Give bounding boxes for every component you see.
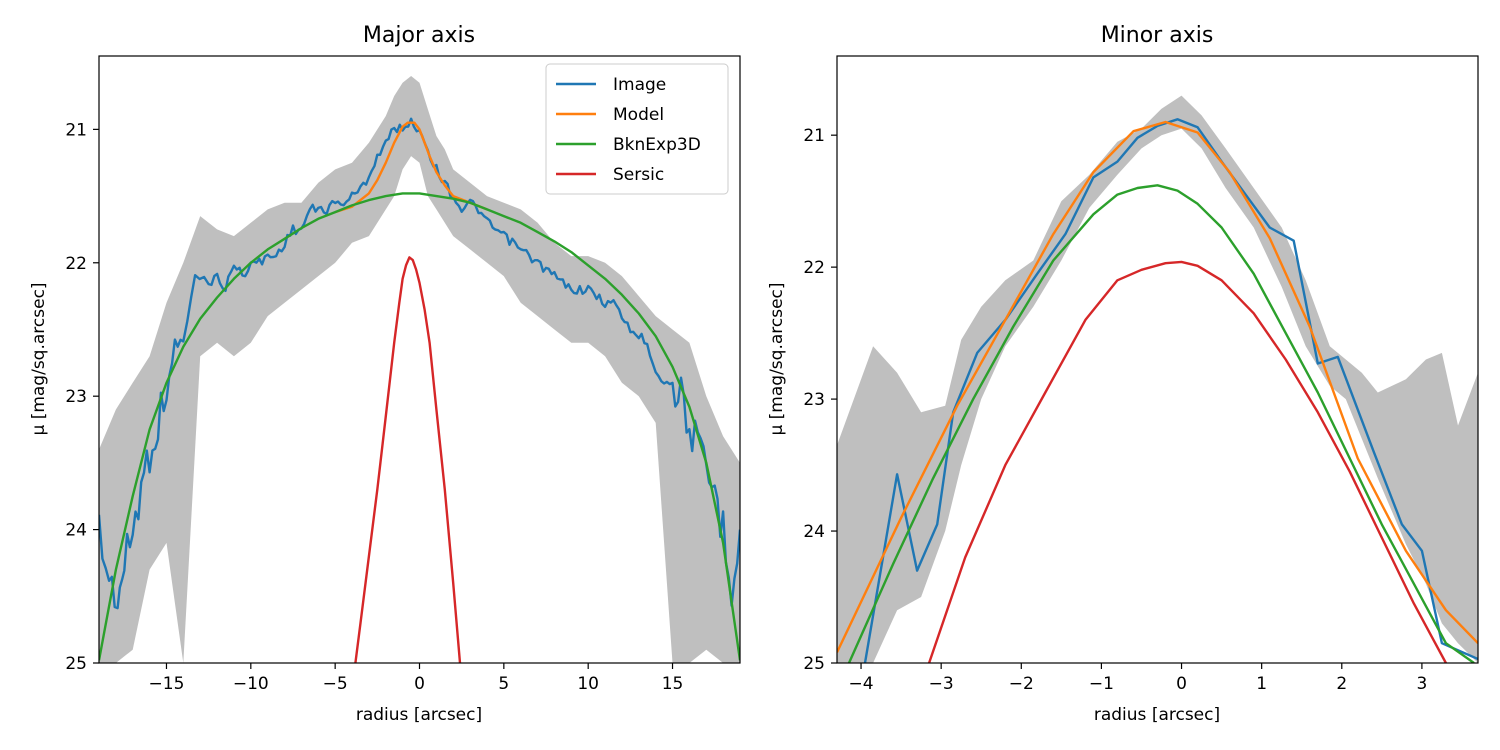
major-axis-x-ticks: −15 −10 −5 0 5 10 15 bbox=[149, 663, 684, 694]
minor-axis-x-tick-label: −3 bbox=[929, 674, 954, 694]
major-axis-x-tick-label: −5 bbox=[323, 674, 348, 694]
legend-label-model: Model bbox=[613, 105, 664, 125]
major-axis-y-tick-label: 22 bbox=[65, 254, 87, 274]
major-axis-y-tick-label: 23 bbox=[65, 387, 87, 407]
legend-box bbox=[545, 63, 729, 195]
major-axis-series bbox=[99, 117, 740, 663]
minor-axis-series-bknexp3d bbox=[847, 184, 1475, 663]
major-axis-x-tick-label: 15 bbox=[662, 674, 684, 694]
minor-axis-series bbox=[837, 118, 1478, 663]
minor-axis-x-tick-label: −1 bbox=[1089, 674, 1114, 694]
major-axis-x-label: radius [arcsec] bbox=[356, 705, 482, 725]
major-axis-y-label: μ [mag/sq.arcsec] bbox=[29, 282, 49, 435]
major-axis-x-tick-label: 0 bbox=[414, 674, 425, 694]
minor-axis-y-tick-label: 24 bbox=[803, 522, 825, 542]
minor-axis-y-tick-label: 25 bbox=[803, 654, 825, 674]
major-axis-y-tick-label: 24 bbox=[65, 521, 87, 541]
major-axis-y-tick-label: 25 bbox=[65, 654, 87, 674]
minor-axis-y-tick-label: 22 bbox=[803, 258, 825, 278]
major-axis-panel: −15 −10 −5 0 5 10 15 21 22 23 24 25 Major axis rad… bbox=[29, 23, 741, 725]
major-axis-x-tick-label: −10 bbox=[233, 674, 269, 694]
major-axis-uncertainty-band bbox=[99, 76, 740, 663]
minor-axis-x-tick-label: 0 bbox=[1176, 674, 1187, 694]
minor-axis-frame bbox=[836, 55, 1479, 664]
minor-axis-series-model bbox=[837, 120, 1478, 653]
minor-axis-error-band bbox=[837, 95, 1478, 663]
minor-axis-series-sersic bbox=[927, 260, 1447, 663]
minor-axis-x-label: radius [arcsec] bbox=[1094, 705, 1220, 725]
legend-label-image: Image bbox=[613, 75, 666, 95]
major-axis-series-model bbox=[334, 121, 488, 214]
minor-axis-x-tick-label: −4 bbox=[849, 674, 874, 694]
minor-axis-x-tick-label: 1 bbox=[1256, 674, 1267, 694]
legend-label-sersic: Sersic bbox=[613, 165, 664, 185]
minor-axis-x-ticks: −4 −3 −2 −1 0 1 2 3 bbox=[849, 663, 1427, 694]
minor-axis-x-tick-label: 3 bbox=[1416, 674, 1427, 694]
legend: Image Model BknExp3D Sersic bbox=[545, 63, 729, 195]
minor-axis-x-tick-label: 2 bbox=[1336, 674, 1347, 694]
minor-axis-y-tick-label: 21 bbox=[803, 126, 825, 146]
minor-axis-uncertainty-band bbox=[837, 95, 1478, 663]
minor-axis-y-tick-label: 23 bbox=[803, 390, 825, 410]
major-axis-title: Major axis bbox=[363, 23, 475, 48]
major-axis-y-ticks: 21 22 23 24 25 bbox=[65, 120, 99, 674]
minor-axis-title: Minor axis bbox=[1101, 23, 1214, 48]
legend-label-bknexp3d: BknExp3D bbox=[613, 135, 701, 155]
major-axis-x-tick-label: 10 bbox=[577, 674, 599, 694]
major-axis-series-bknexp3d bbox=[99, 192, 740, 661]
major-axis-y-tick-label: 21 bbox=[65, 120, 87, 140]
major-axis-error-band bbox=[99, 76, 740, 663]
minor-axis-y-label: μ [mag/sq.arcsec] bbox=[767, 282, 787, 435]
major-axis-x-tick-label: 5 bbox=[498, 674, 509, 694]
major-axis-series-sersic bbox=[354, 256, 462, 663]
minor-axis-y-ticks: 21 22 23 24 25 bbox=[803, 126, 837, 674]
minor-axis-x-tick-label: −2 bbox=[1009, 674, 1034, 694]
major-axis-x-tick-label: −15 bbox=[149, 674, 185, 694]
